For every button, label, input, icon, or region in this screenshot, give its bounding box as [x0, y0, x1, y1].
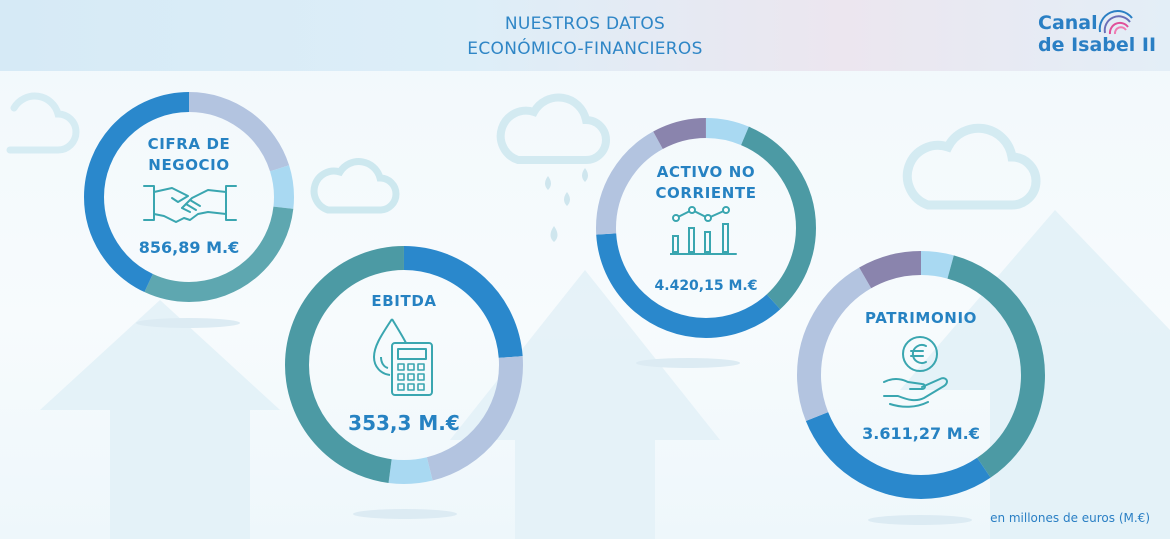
metric-value: 856,89 M.€ [138, 238, 240, 257]
cloud-icon [496, 93, 610, 164]
cloud-icon [902, 123, 1041, 210]
cloud-icon [310, 158, 400, 214]
metric-label-line-1: ACTIVO NO [656, 163, 756, 181]
logo-line-1: Canal [1038, 12, 1098, 34]
donut-ring-patrimonio [797, 251, 1045, 499]
footnote-units: en millones de euros (M.€) [990, 511, 1150, 525]
logo-line-2: de Isabel II [1038, 34, 1157, 56]
metric-label: EBITDA [284, 291, 524, 312]
metric-label-line-1: PATRIMONIO [865, 309, 977, 327]
background-arrow-left [40, 300, 280, 539]
metric-activo-no-corriente: ACTIVO NO CORRIENTE 4.420,15 M.€ [596, 118, 816, 338]
bar-chart-trend-icon [670, 206, 737, 255]
metric-patrimonio: PATRIMONIO 3.611,27 M.€ [796, 250, 1046, 500]
rain-drops [545, 168, 588, 242]
canal-isabel-ii-logo: Canal de Isabel II [1028, 6, 1156, 66]
metric-value: 4.420,15 M.€ [654, 278, 758, 294]
metric-label: CIFRA DE NEGOCIO [84, 134, 294, 176]
donut-ring-activo-no-corriente [596, 118, 816, 338]
logo-arcs-icon [1098, 10, 1133, 35]
title-line-2: ECONÓMICO-FINANCIEROS [467, 39, 703, 59]
metric-label: PATRIMONIO [796, 308, 1046, 329]
metric-value: 353,3 M.€ [348, 411, 460, 435]
metric-label-line-1: EBITDA [371, 292, 437, 310]
metric-label-line-2: CORRIENTE [655, 184, 757, 202]
water-drop-calculator-icon [373, 318, 433, 396]
donut-ring-ebitda [285, 246, 523, 484]
metric-label-line-2: NEGOCIO [148, 156, 230, 174]
metric-cifra-de-negocio: CIFRA DE NEGOCIO 856,89 M.€ [84, 92, 294, 302]
metric-label-line-1: CIFRA DE [147, 135, 231, 153]
euro-coin-hand-icon [883, 336, 948, 408]
page-title: NUESTROS DATOS ECONÓMICO-FINANCIEROS [400, 12, 770, 62]
title-line-1: NUESTROS DATOS [504, 14, 666, 34]
cloud-icon [6, 92, 80, 154]
metric-value: 3.611,27 M.€ [862, 424, 980, 443]
metric-ebitda: EBITDA 353,3 M.€ [284, 245, 524, 485]
donut-ring-cifra-de-negocio [84, 92, 294, 302]
logo-text: Canal de Isabel II [1038, 12, 1156, 56]
background-arrow-center [450, 270, 720, 539]
header-bar [0, 0, 1170, 71]
handshake-icon [143, 185, 237, 223]
metric-label: ACTIVO NO CORRIENTE [596, 162, 816, 204]
